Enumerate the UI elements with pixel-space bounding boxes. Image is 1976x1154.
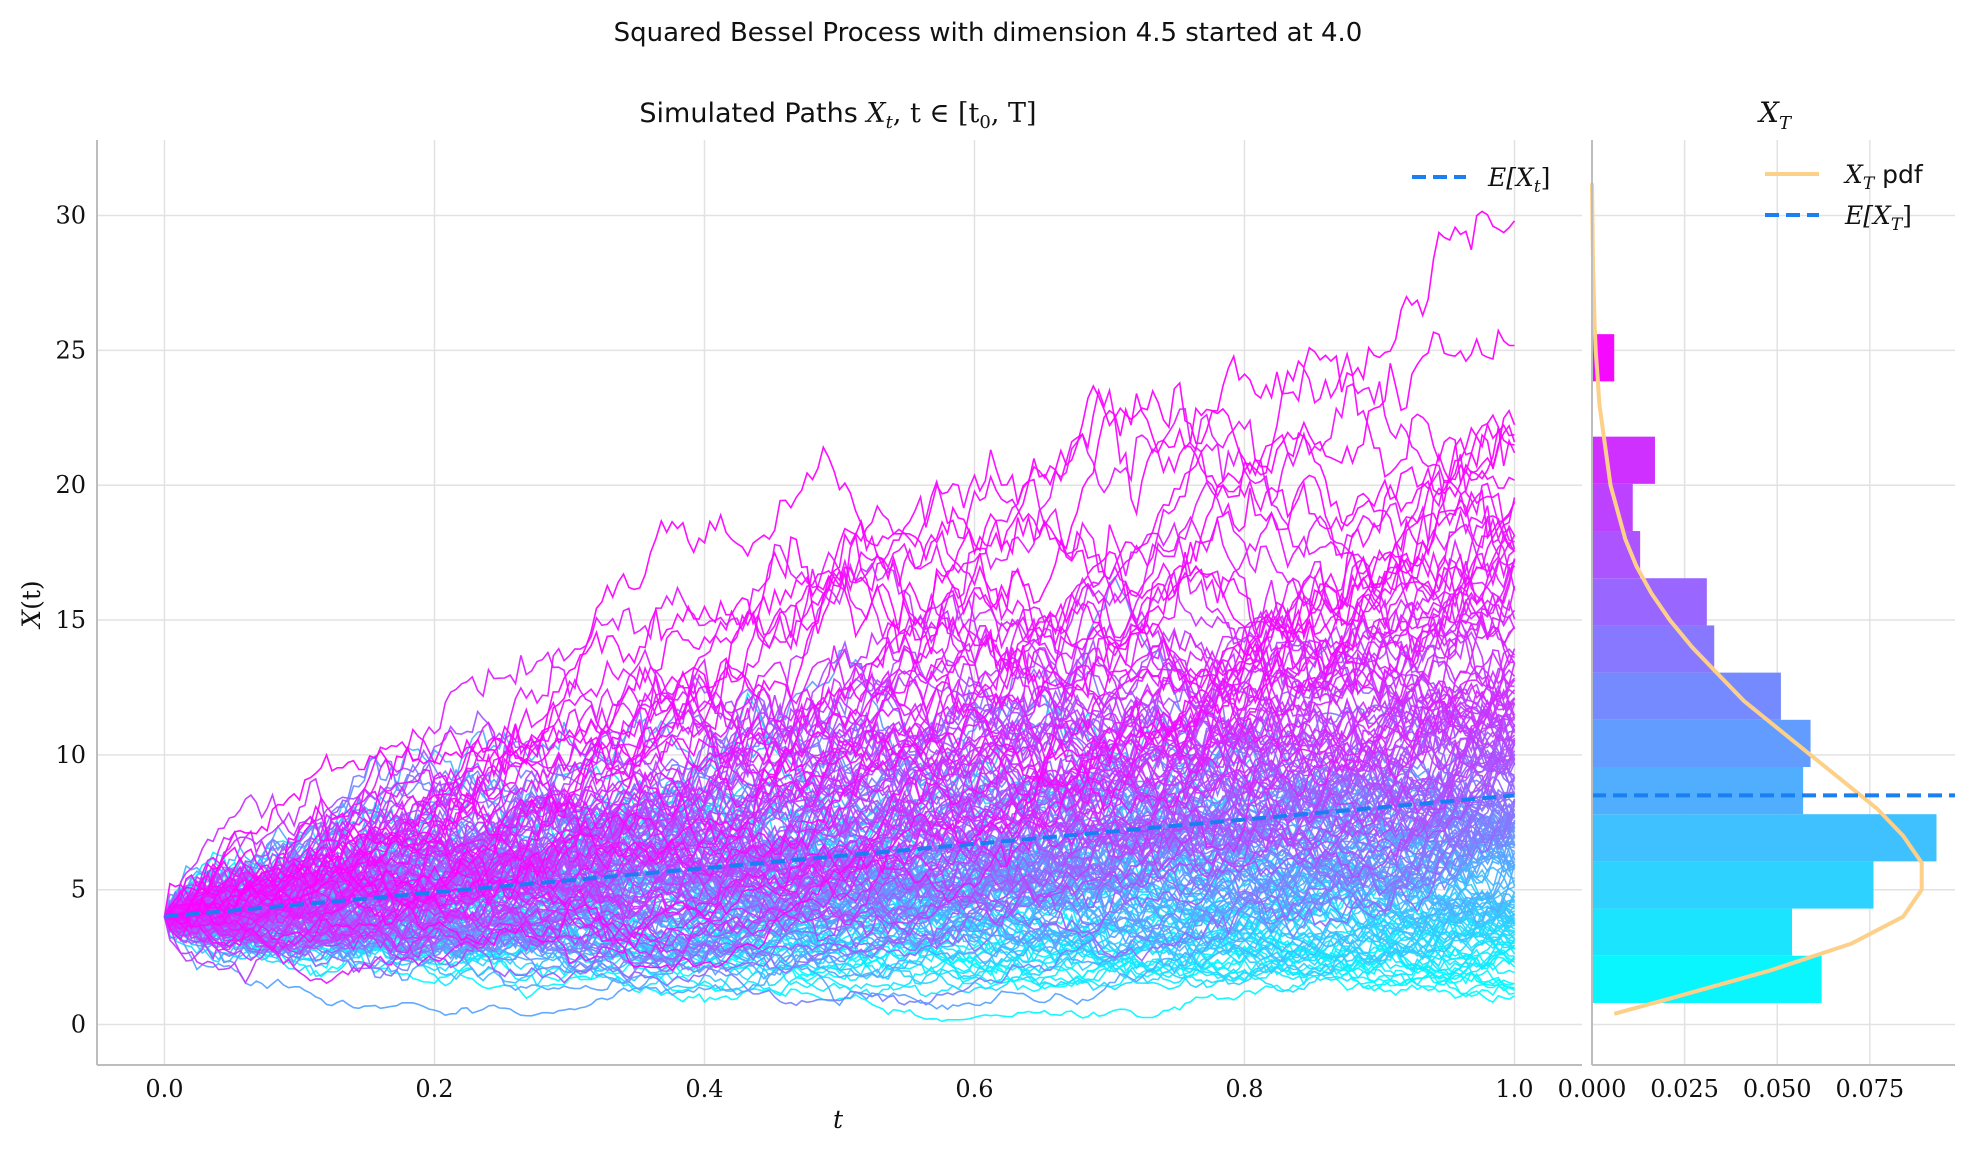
paths-chart: 0.0 0.2 0.4 0.6 0.8 1.0 0 5 10 15 20 25 30 Simulate… <box>17 98 1582 1134</box>
paths-y-tick-label: 5 <box>71 876 86 904</box>
histogram-legend: XT pdf E[XT] <box>1765 160 1924 235</box>
histogram-bar <box>1592 578 1707 626</box>
histogram-title: XT <box>1757 96 1793 134</box>
simulated-path <box>163 765 1515 954</box>
paths-y-tick-labels: 0 5 10 15 20 25 30 <box>55 202 86 1039</box>
paths-x-tick-label: 0.0 <box>145 1075 183 1103</box>
paths-y-label-main: X <box>17 609 46 630</box>
simulated-path <box>164 409 1516 926</box>
histogram-bar <box>1592 955 1822 1003</box>
paths-title-prefix: Simulated Paths <box>639 98 866 129</box>
paths-title: Simulated Paths Xt, t ∈ [t0, T] <box>639 98 1036 133</box>
expected-value-line <box>164 793 1515 919</box>
simulated-path <box>164 558 1516 918</box>
paths-legend-label: E[Xt] <box>1487 163 1550 197</box>
simulated-path <box>164 585 1516 985</box>
simulated-path <box>164 521 1516 947</box>
paths-x-tick-label: 0.6 <box>955 1075 993 1103</box>
simulated-path <box>163 571 1516 940</box>
mean-legend-label-end: ] <box>1902 201 1912 230</box>
paths-legend-label-main: E[X <box>1487 163 1535 192</box>
histogram-axes <box>1591 140 1955 1066</box>
mean-legend-label: E[XT] <box>1844 201 1912 235</box>
simulated-path <box>163 777 1516 987</box>
paths-legend-label-sub: t <box>1534 177 1541 197</box>
simulated-path <box>163 413 1516 918</box>
paths-x-tick-label: 1.0 <box>1495 1075 1533 1103</box>
simulated-path <box>163 695 1516 954</box>
histogram-bar <box>1592 908 1793 956</box>
paths-y-tick-label: 0 <box>71 1011 86 1039</box>
paths-y-tick-label: 15 <box>55 606 86 634</box>
paths-y-label: X(t) <box>17 580 46 629</box>
pdf-legend-label-sub: T <box>1863 174 1876 194</box>
simulated-path <box>164 701 1516 925</box>
paths-legend: E[Xt] <box>1412 163 1550 197</box>
simulated-path <box>163 710 1516 948</box>
simulated-path <box>163 649 1515 959</box>
simulated-path <box>164 558 1516 943</box>
paths-y-tick-label: 25 <box>55 336 86 364</box>
pdf-curve <box>1590 183 1924 1016</box>
paths-x-tick-label: 0.4 <box>685 1075 723 1103</box>
histogram-x-tick-label: 0.075 <box>1835 1075 1904 1103</box>
histogram-bar <box>1592 672 1781 720</box>
histogram-x-tick-label: 0.000 <box>1558 1075 1627 1103</box>
mean-legend-label-sub: T <box>1891 215 1904 235</box>
histogram-bar <box>1592 767 1804 815</box>
pdf-legend-label: XT pdf <box>1843 160 1924 194</box>
paths-axes <box>96 140 1582 1066</box>
paths-title-math: X <box>864 98 887 129</box>
simulated-path <box>164 449 1516 928</box>
simulated-path <box>163 421 1515 918</box>
paths-y-tick-label: 30 <box>55 202 86 230</box>
simulated-path <box>163 586 1516 957</box>
histogram-title-main: X <box>1757 96 1780 129</box>
paths-legend-label-end: ] <box>1541 163 1551 192</box>
simulated-path <box>164 801 1515 958</box>
paths-x-label: t <box>833 1105 844 1134</box>
simulated-path <box>163 742 1516 984</box>
paths-y-tick-label: 10 <box>55 741 86 769</box>
paths-x-tick-labels: 0.0 0.2 0.4 0.6 0.8 1.0 <box>145 1075 1533 1103</box>
simulated-path <box>163 827 1515 992</box>
histogram-title-sub: T <box>1779 113 1793 134</box>
terminal-distribution-chart: 0.000 0.025 0.050 0.075 XT XT pdf E[XT] <box>1558 96 1955 1103</box>
histogram-x-tick-label: 0.050 <box>1743 1075 1812 1103</box>
simulated-path <box>164 210 1516 922</box>
simulated-path <box>163 424 1516 926</box>
histogram-bar <box>1592 436 1655 484</box>
paths-x-tick-label: 0.2 <box>415 1075 453 1103</box>
simulated-path <box>164 751 1516 922</box>
simulated-path <box>163 626 1516 927</box>
paths-title-sub2: 0 <box>979 112 990 133</box>
paths-title-end: , T] <box>991 98 1037 129</box>
simulated-path <box>164 474 1516 918</box>
histogram-bar <box>1592 814 1937 862</box>
pdf-legend-label-end: pdf <box>1874 160 1924 189</box>
paths-y-tick-label: 20 <box>55 471 86 499</box>
simulated-path <box>163 524 1516 918</box>
pdf-legend-label-main: X <box>1843 160 1864 189</box>
figure-suptitle: Squared Bessel Process with dimension 4.… <box>614 18 1363 48</box>
simulated-path <box>163 783 1515 949</box>
histogram-bar <box>1592 861 1874 909</box>
histogram-x-tick-labels: 0.000 0.025 0.050 0.075 <box>1558 1075 1905 1103</box>
simulated-path <box>164 652 1516 919</box>
paths-x-tick-label: 0.8 <box>1225 1075 1263 1103</box>
histogram-bars <box>1592 334 1937 1003</box>
paths-title-rest: , t ∈ [t <box>893 98 980 129</box>
paths-y-label-rest: (t) <box>17 580 46 610</box>
histogram-x-tick-label: 0.025 <box>1650 1075 1719 1103</box>
simulated-paths <box>163 210 1516 1023</box>
paths-title-sub: t <box>886 112 894 133</box>
mean-legend-label-main: E[X <box>1844 201 1892 230</box>
simulated-path <box>163 515 1516 933</box>
simulated-path <box>164 328 1515 921</box>
